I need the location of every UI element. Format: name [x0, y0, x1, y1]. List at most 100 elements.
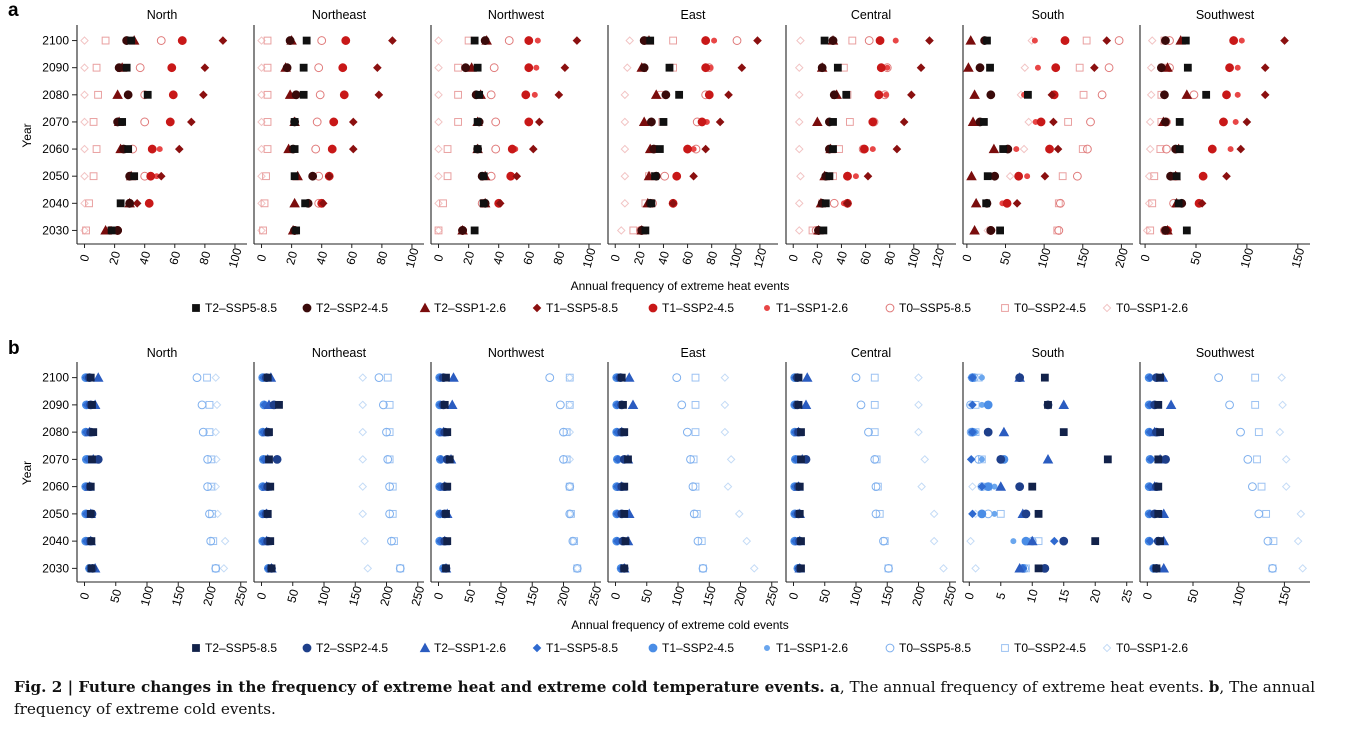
data-point [1049, 117, 1058, 127]
data-point [299, 90, 308, 99]
data-point [1161, 36, 1170, 45]
data-point [977, 482, 987, 491]
data-point [203, 373, 211, 382]
y-axis-label: Year [20, 123, 34, 147]
x-tick-label: 150 [1289, 246, 1308, 269]
data-point [127, 36, 136, 45]
data-point [124, 145, 133, 153]
region-title: North [147, 346, 178, 360]
data-point [317, 36, 327, 45]
data-point [528, 144, 538, 154]
data-point [999, 145, 1008, 153]
data-point [1257, 482, 1266, 491]
data-point [140, 117, 150, 127]
data-point [1051, 63, 1061, 73]
data-point [998, 426, 1010, 437]
legend-marker [885, 643, 895, 653]
data-point [475, 90, 484, 99]
data-point [1091, 537, 1100, 546]
region-title: Northeast [312, 346, 367, 360]
region-panel-northwest: Northwest 0 50 100 150 200 250 [430, 346, 604, 607]
data-point [686, 454, 695, 464]
data-point [1015, 373, 1025, 383]
data-point [848, 36, 857, 45]
data-point [291, 90, 301, 100]
data-point [116, 199, 125, 208]
data-point [874, 90, 884, 100]
data-point [205, 428, 214, 437]
data-point [1254, 428, 1263, 437]
data-point [1042, 453, 1054, 464]
data-point [800, 399, 812, 409]
data-point [443, 428, 452, 437]
data-point [689, 509, 699, 519]
data-point [329, 117, 339, 127]
data-point [669, 36, 678, 45]
data-point [434, 90, 443, 100]
data-point [996, 454, 1006, 464]
data-point [796, 171, 805, 181]
year-tick-label: 2070 [42, 452, 69, 466]
x-tick-label: 100 [727, 246, 746, 269]
caption-b-text: , The annual frequency of extreme cold e… [14, 678, 1316, 718]
data-point [1049, 536, 1059, 546]
data-point [443, 537, 452, 546]
data-point [968, 400, 977, 410]
data-point [1219, 117, 1228, 127]
legend: T2–SSP5-8.5 T2–SSP2-4.5 T2–SSP1-2.6 T1–SSP5… [192, 301, 1188, 315]
x-tick-label: 50 [107, 587, 124, 604]
data-point [348, 144, 358, 154]
x-tick-label: 100 [138, 584, 157, 607]
data-point [651, 172, 659, 181]
data-point [454, 118, 462, 126]
legend-entry: T2–SSP1-2.6 [434, 301, 506, 315]
data-point [1181, 36, 1190, 45]
data-point [1058, 399, 1070, 409]
data-point [846, 118, 854, 126]
data-point [1012, 199, 1022, 208]
data-point [339, 90, 349, 100]
x-tick-label: 120 [751, 246, 770, 269]
x-tick-label: 250 [763, 584, 782, 607]
data-point [675, 90, 684, 99]
data-point [491, 117, 501, 127]
data-point [968, 373, 977, 382]
x-tick-label: 0 [959, 253, 974, 263]
caption-figure-label: Fig. 2 | [14, 678, 79, 696]
data-point [446, 399, 458, 409]
x-tick-label: 80 [881, 249, 898, 266]
data-point [442, 373, 450, 382]
data-point [385, 509, 395, 519]
data-point [720, 400, 730, 410]
data-point [698, 563, 708, 573]
data-point [829, 90, 839, 100]
data-point [1054, 226, 1064, 235]
year-tick-label: 2040 [42, 534, 69, 548]
data-point [92, 145, 101, 153]
data-point [363, 564, 373, 573]
data-point [434, 226, 443, 235]
data-point [290, 118, 299, 126]
data-point [87, 564, 96, 573]
data-point [565, 373, 574, 382]
data-point [1024, 173, 1031, 180]
data-point [983, 36, 991, 45]
data-point [434, 144, 443, 154]
data-point [794, 117, 804, 127]
data-point [986, 226, 996, 235]
data-point [996, 509, 1005, 518]
data-point [734, 509, 744, 519]
caption-b-label: b [1208, 678, 1220, 696]
data-point [358, 373, 368, 382]
data-point [1161, 454, 1170, 464]
region-panel-south: South 0 50 100 150 200 [959, 8, 1133, 269]
data-point [794, 199, 804, 208]
data-point [107, 226, 116, 235]
data-point [385, 482, 395, 492]
x-tick-label: 50 [461, 587, 478, 604]
data-point [1059, 536, 1069, 546]
data-point [817, 63, 827, 73]
data-point [691, 373, 700, 382]
x-tick-label: 150 [523, 584, 542, 607]
data-point [971, 564, 980, 573]
